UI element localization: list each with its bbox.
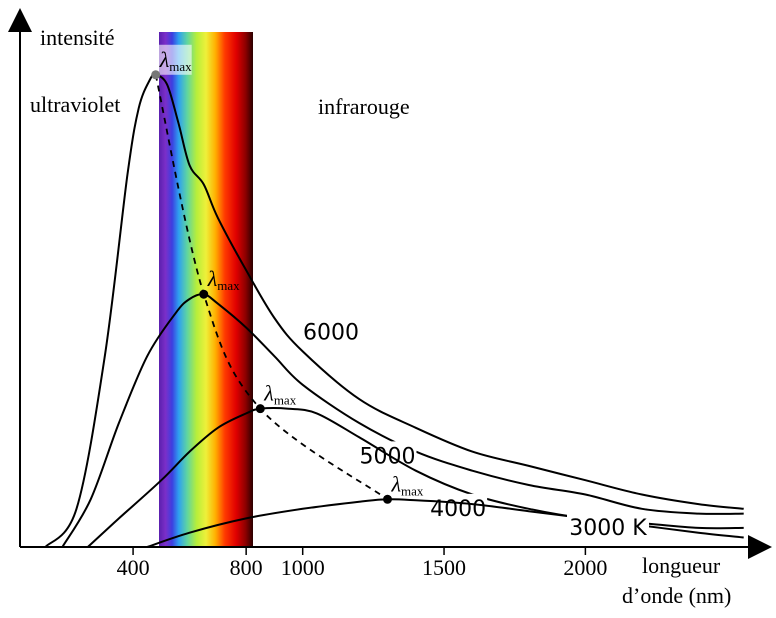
series-line-1	[44, 73, 744, 548]
visible-spectrum-band	[159, 32, 253, 547]
x-axis-label-line2: d’onde (nm)	[622, 583, 731, 608]
peak-label-3: λmax	[263, 381, 296, 408]
y-axis-label: intensité	[40, 25, 115, 50]
uv-region-label: ultraviolet	[30, 92, 120, 117]
x-ticks-layer: 400 800 1000 1500 2000	[117, 547, 607, 580]
peak-marker-4	[383, 494, 392, 504]
peak-label-4: λmax	[391, 471, 424, 498]
series-label-4: 3000 K	[569, 516, 647, 541]
ir-region-label: infrarouge	[318, 94, 410, 119]
x-tick-label-5: 2000	[563, 555, 607, 580]
series-line-2	[61, 293, 744, 548]
series-label-bg	[429, 493, 488, 520]
peak-marker-2	[199, 289, 209, 299]
series-label-1: 6000	[303, 320, 359, 345]
x-axis-label-line1: longueur	[642, 553, 721, 578]
peak-label-bg	[143, 44, 192, 75]
series-label-bg	[301, 317, 360, 344]
peak-locus-dashed	[154, 74, 389, 501]
peak-marker-1	[151, 70, 161, 80]
x-tick-label-3: 1000	[281, 555, 325, 580]
x-tick-label-4: 1500	[422, 555, 466, 580]
peak-marker-3	[255, 404, 265, 414]
x-tick-label-1: 400	[117, 555, 150, 580]
x-tick-label-2: 800	[230, 555, 263, 580]
series-label-bg	[567, 512, 649, 539]
